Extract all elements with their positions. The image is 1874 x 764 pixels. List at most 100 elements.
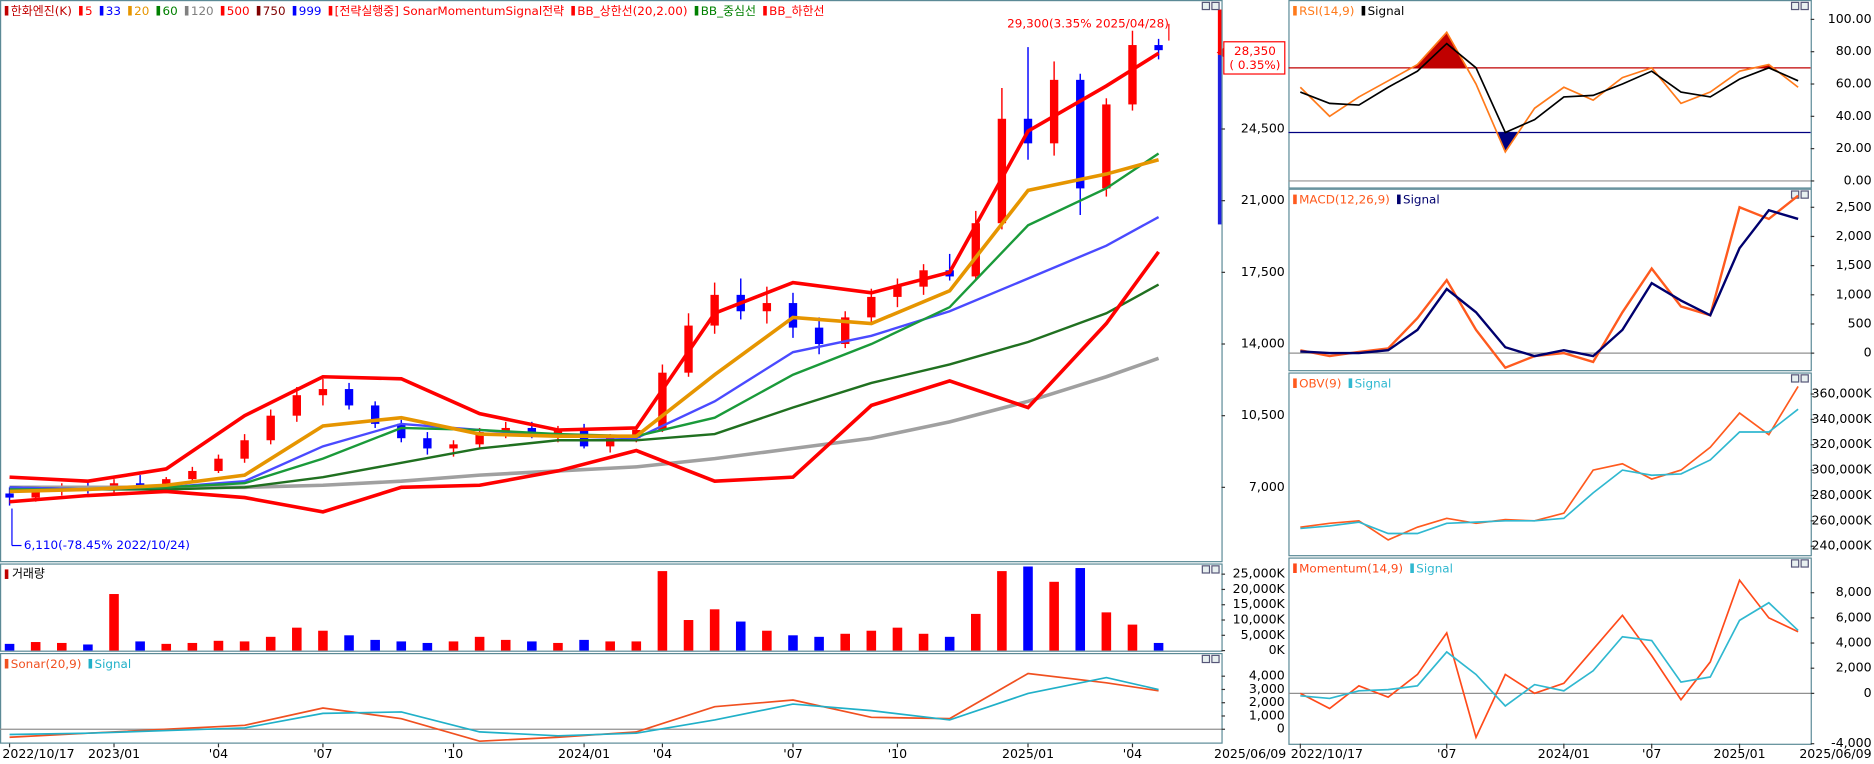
annotation: 6,110(-78.45% 2022/10/24) [24, 538, 190, 552]
legend-label: Signal [1403, 192, 1440, 206]
y-tick-label: 80.00 [1836, 43, 1872, 58]
y-tick-label: 17,500 [1241, 264, 1285, 279]
candle-body [710, 294, 719, 326]
plot-area [1300, 194, 1799, 370]
plot-area [1299, 578, 1799, 740]
candle-body [1076, 79, 1085, 189]
x-tick-label: '07 [313, 746, 332, 761]
legend-swatch [694, 5, 699, 16]
y-tick-label: 60.00 [1836, 76, 1872, 91]
candle-body [31, 491, 40, 498]
legend-label: BB_중심선 [701, 4, 756, 18]
x-tick-label: '04 [1123, 746, 1142, 761]
last-price: 28,350 [1234, 44, 1276, 58]
series-line [9, 676, 1159, 737]
legend-swatch [1293, 378, 1297, 388]
volume-bar [30, 642, 41, 651]
pane-title: 거래량 [12, 567, 45, 581]
last-change: ( 0.35%) [1229, 58, 1280, 72]
pane-button [1201, 1, 1211, 11]
plot-area [9, 672, 1159, 743]
level-fill [1300, 32, 1799, 68]
volume-bar [1101, 612, 1112, 651]
legend-swatch [220, 5, 225, 16]
legend-swatch [328, 5, 333, 16]
volume-bar [135, 641, 145, 651]
candle-body [370, 405, 380, 424]
legend-label: 20 [134, 4, 149, 18]
price-range-bar [1217, 54, 1222, 225]
volume-bar [1049, 581, 1059, 651]
pane-frame [0, 0, 1223, 563]
y-tick-label: 10,500 [1241, 407, 1285, 422]
candle-body [788, 303, 798, 328]
legend-swatch [88, 658, 93, 669]
overlay-line [9, 51, 1160, 483]
legend-swatch [184, 5, 189, 16]
volume-bar [657, 571, 668, 651]
pane-button [1790, 1, 1800, 11]
volume-bar [892, 627, 903, 651]
x-tick-label: '04 [653, 746, 672, 761]
volume-bar [605, 641, 615, 651]
volume-bar [422, 642, 433, 651]
y-tick-label: 320,000K [1812, 436, 1873, 451]
y-tick-label: 4,000 [1836, 635, 1872, 650]
pane-button [1800, 559, 1809, 568]
volume-bar [579, 639, 589, 651]
series-line [1300, 385, 1799, 541]
y-tick-label: 1,000 [1249, 707, 1285, 722]
candle-body [658, 372, 667, 431]
x-tick-label: '07 [783, 746, 802, 761]
x-date-label: 2025/06/09 [1214, 746, 1286, 761]
legend-swatch [1293, 5, 1297, 16]
y-tick-label: 6,000 [1836, 609, 1872, 624]
y-tick-label: 100.00 [1828, 11, 1872, 26]
overlay-line [9, 157, 1160, 494]
y-tick-label: 7,000 [1249, 479, 1285, 494]
y-tick-label: 20,000K [1233, 581, 1286, 596]
overlay-line [9, 250, 1161, 514]
volume-bar [1023, 566, 1033, 651]
x-tick-label: '07 [1437, 746, 1456, 761]
x-tick-label: 2024/01 [1538, 746, 1590, 761]
y-tick-label: 340,000K [1812, 411, 1873, 426]
volume-bar [4, 643, 15, 651]
x-tick-label: 2025/01 [1002, 746, 1054, 761]
candle-body [475, 432, 484, 445]
volume-bar [396, 641, 407, 651]
pane-button [1790, 374, 1800, 383]
x-tick-label: 2023/01 [88, 746, 140, 761]
candle-body [1128, 45, 1137, 105]
candle-body [266, 415, 275, 441]
volume-bar [370, 639, 380, 651]
legend-swatch [156, 5, 161, 16]
pane-frame [1288, 188, 1812, 372]
x-date-label: 2025/06/09 [1799, 746, 1871, 761]
y-tick-label: 1,500 [1836, 257, 1872, 272]
volume-bar [344, 635, 354, 651]
candle-body [1154, 45, 1163, 51]
x-tick-label: 2024/01 [558, 746, 610, 761]
y-tick-label: 40.00 [1836, 108, 1872, 123]
volume-bar [265, 636, 276, 651]
y-tick-label: 0 [1864, 345, 1872, 360]
y-tick-label: 2,000 [1836, 228, 1872, 243]
y-tick-label: 0 [1864, 685, 1872, 700]
pane-button [1201, 654, 1211, 664]
candle-body [997, 118, 1007, 224]
candle-body [762, 303, 772, 312]
y-tick-label: 24,500 [1241, 121, 1285, 136]
pane-button [1800, 374, 1809, 383]
x-tick-label: '04 [209, 746, 228, 761]
series-line [1300, 42, 1799, 134]
y-tick-label: 260,000K [1812, 512, 1873, 527]
legend-label: MACD(12,26,9) [1299, 192, 1390, 206]
volume-bar [1075, 568, 1086, 651]
pane-frame [0, 652, 1223, 744]
volume-bar [631, 641, 642, 651]
x-tick-label: '10 [888, 746, 907, 761]
candle-body [814, 327, 824, 345]
legend-swatch [1293, 194, 1297, 205]
volume-bar [318, 630, 328, 651]
